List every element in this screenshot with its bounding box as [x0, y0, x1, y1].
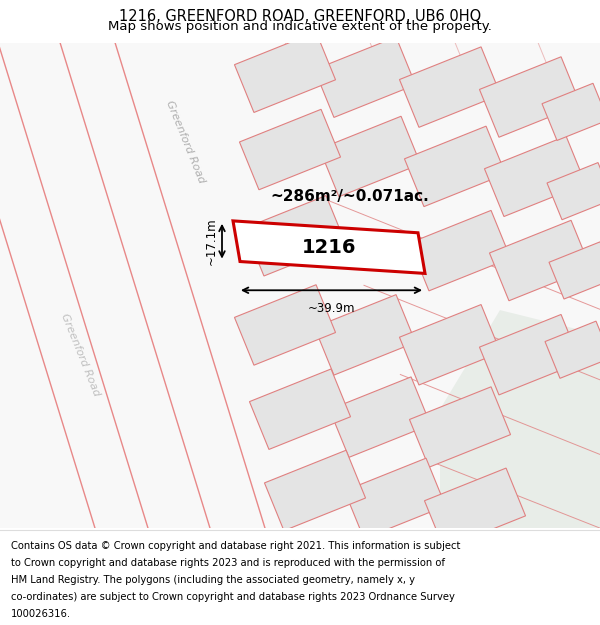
- Polygon shape: [265, 450, 365, 531]
- Text: Map shows position and indicative extent of the property.: Map shows position and indicative extent…: [108, 20, 492, 33]
- Polygon shape: [440, 310, 600, 528]
- Text: ~39.9m: ~39.9m: [308, 302, 355, 315]
- Polygon shape: [400, 304, 500, 385]
- Text: HM Land Registry. The polygons (including the associated geometry, namely x, y: HM Land Registry. The polygons (includin…: [11, 574, 415, 584]
- Text: Greenford Road: Greenford Road: [59, 312, 101, 398]
- Text: ~17.1m: ~17.1m: [205, 217, 218, 265]
- Polygon shape: [404, 126, 506, 207]
- Polygon shape: [233, 221, 425, 273]
- Polygon shape: [409, 387, 511, 468]
- Polygon shape: [244, 196, 346, 276]
- Text: 1216: 1216: [302, 238, 356, 257]
- Polygon shape: [239, 109, 341, 190]
- Text: to Crown copyright and database rights 2023 and is reproduced with the permissio: to Crown copyright and database rights 2…: [11, 558, 445, 568]
- Polygon shape: [484, 136, 586, 216]
- Polygon shape: [479, 314, 581, 395]
- Polygon shape: [545, 321, 600, 378]
- Polygon shape: [314, 37, 416, 118]
- Polygon shape: [235, 285, 335, 365]
- Polygon shape: [344, 458, 446, 539]
- Polygon shape: [542, 83, 600, 141]
- Polygon shape: [409, 211, 511, 291]
- Polygon shape: [424, 468, 526, 549]
- Polygon shape: [235, 32, 335, 112]
- Polygon shape: [549, 242, 600, 299]
- Polygon shape: [400, 47, 500, 128]
- Text: 100026316.: 100026316.: [11, 609, 71, 619]
- Text: ~286m²/~0.071ac.: ~286m²/~0.071ac.: [271, 189, 430, 204]
- Polygon shape: [250, 369, 350, 449]
- Text: Contains OS data © Crown copyright and database right 2021. This information is : Contains OS data © Crown copyright and d…: [11, 541, 460, 551]
- Text: 1216, GREENFORD ROAD, GREENFORD, UB6 0HQ: 1216, GREENFORD ROAD, GREENFORD, UB6 0HQ: [119, 9, 481, 24]
- Polygon shape: [547, 162, 600, 220]
- Text: co-ordinates) are subject to Crown copyright and database rights 2023 Ordnance S: co-ordinates) are subject to Crown copyr…: [11, 592, 455, 602]
- Text: Greenford Road: Greenford Road: [164, 99, 206, 184]
- Polygon shape: [479, 57, 581, 138]
- Polygon shape: [0, 42, 148, 528]
- Polygon shape: [314, 294, 416, 375]
- Polygon shape: [329, 377, 431, 458]
- Polygon shape: [490, 220, 590, 301]
- Polygon shape: [319, 116, 421, 197]
- Polygon shape: [60, 42, 265, 528]
